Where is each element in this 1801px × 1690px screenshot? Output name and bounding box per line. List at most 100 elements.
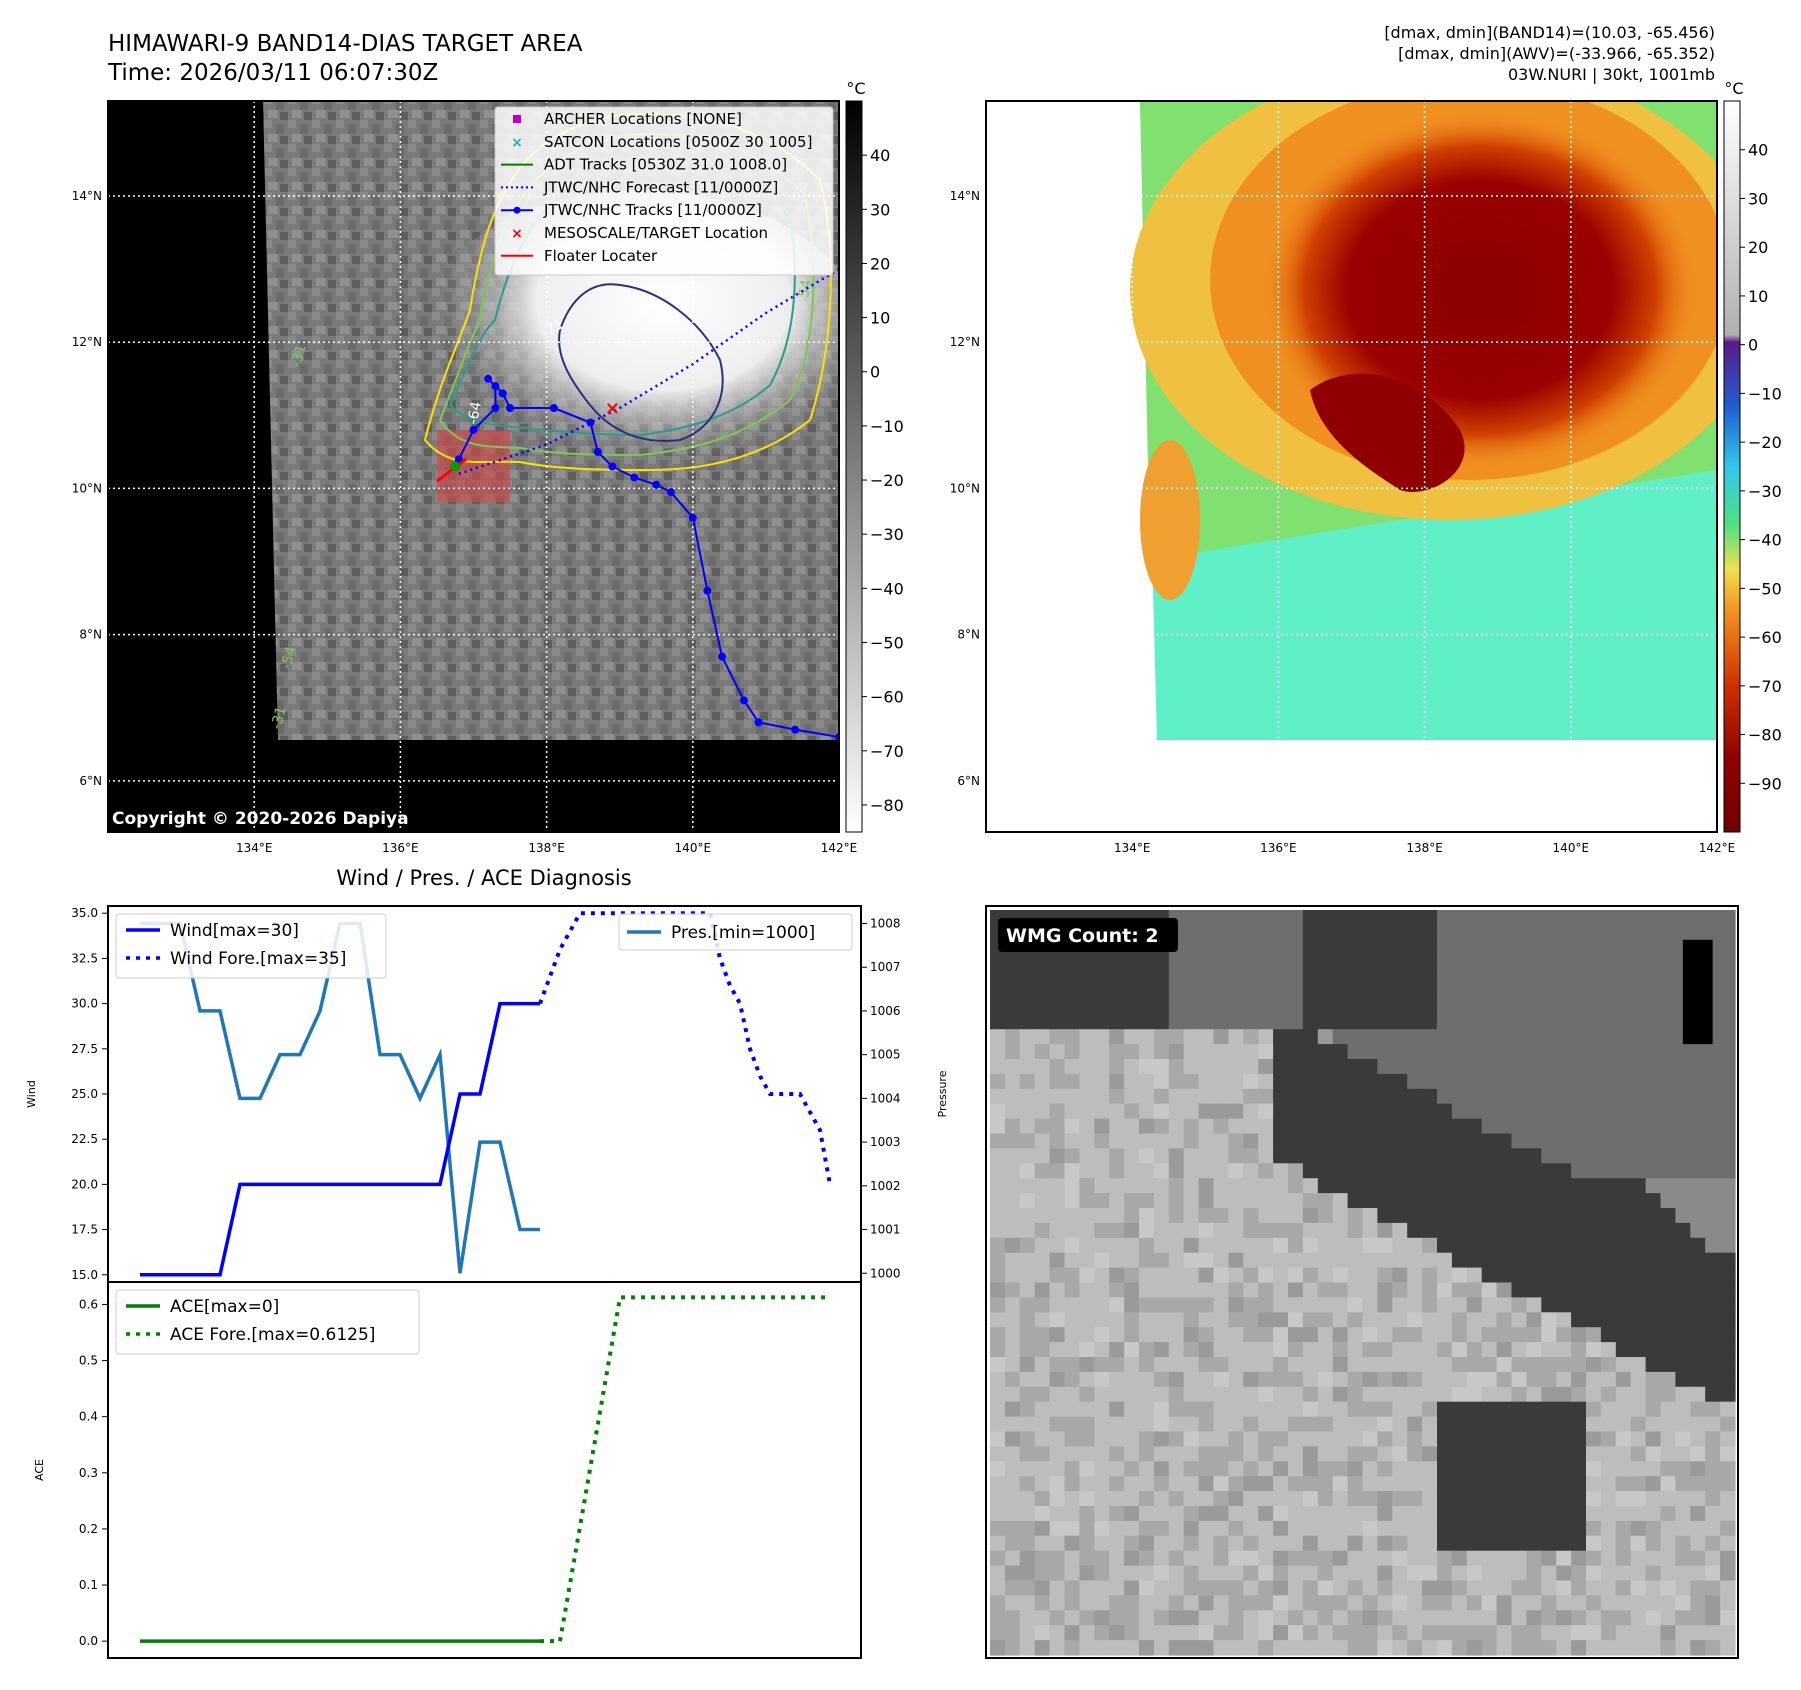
track-point bbox=[484, 374, 493, 383]
wmg-pixel bbox=[1571, 1297, 1587, 1313]
awv-colorbar-unit: °C bbox=[1724, 79, 1743, 98]
pressure-ytick-label: 1002 bbox=[870, 1179, 901, 1193]
wmg-pixel bbox=[1004, 1565, 1021, 1582]
wmg-pixel bbox=[1079, 1014, 1095, 1030]
wmg-pixel bbox=[1168, 1178, 1185, 1194]
wmg-pixel bbox=[1049, 1282, 1066, 1298]
wmg-pixel bbox=[1034, 1461, 1051, 1477]
wmg-pixel bbox=[1407, 1506, 1423, 1522]
wmg-pixel bbox=[1407, 1044, 1423, 1060]
wmg-pixel bbox=[1630, 1029, 1647, 1045]
wmg-pixel bbox=[1124, 1342, 1140, 1358]
info-line3: 03W.NURI | 30kt, 1001mb bbox=[1508, 65, 1715, 84]
wmg-pixel bbox=[1586, 1386, 1602, 1403]
wmg-pixel bbox=[1377, 969, 1393, 986]
wmg-pixel bbox=[1437, 1431, 1453, 1447]
wmg-pixel bbox=[1288, 1625, 1304, 1641]
wmg-pixel bbox=[1690, 1282, 1706, 1298]
ir-axis-labels: 134°E 136°E 138°E 140°E 142°E14°N12°N10°N8°N… bbox=[72, 189, 858, 855]
wmg-pixel bbox=[1168, 954, 1185, 971]
wmg-pixel bbox=[1496, 1550, 1513, 1567]
wmg-pixel bbox=[1451, 1342, 1468, 1358]
wmg-pixel bbox=[1198, 1342, 1215, 1358]
awv-cbar-label: 30 bbox=[1748, 189, 1768, 208]
wmg-pixel bbox=[1317, 1327, 1334, 1343]
wmg-pixel bbox=[1690, 1312, 1706, 1328]
wmg-pixel bbox=[990, 1595, 1006, 1611]
wmg-pixel bbox=[1705, 1252, 1721, 1269]
wmg-pixel bbox=[1541, 1461, 1557, 1477]
wmg-pixel bbox=[1288, 969, 1304, 986]
wmg-pixel bbox=[990, 1610, 1006, 1626]
wmg-pixel bbox=[1124, 1371, 1140, 1388]
wmg-pixel bbox=[1258, 1014, 1274, 1030]
wmg-pixel bbox=[1139, 1148, 1155, 1164]
wmg-pixel bbox=[1437, 1371, 1453, 1388]
wmg-pixel bbox=[1139, 1625, 1155, 1641]
wmg-pixel bbox=[1124, 999, 1140, 1015]
wmg-pixel bbox=[1466, 1327, 1483, 1343]
wmg-pixel bbox=[1019, 1461, 1036, 1477]
wmg-pixel bbox=[1496, 1029, 1513, 1045]
wmg-pixel bbox=[1496, 1178, 1513, 1194]
wmg-pixel bbox=[1347, 1640, 1364, 1656]
wmg-pixel bbox=[1079, 1252, 1095, 1269]
wmg-pixel bbox=[1258, 939, 1274, 956]
wmg-pixel bbox=[1183, 1133, 1200, 1149]
wmg-pixel bbox=[1615, 1133, 1632, 1149]
wmg-pixel bbox=[1049, 1059, 1066, 1075]
wmg-pixel bbox=[1258, 969, 1274, 986]
wmg-pixel bbox=[1153, 1237, 1170, 1254]
wmg-pixel bbox=[1407, 1491, 1423, 1507]
wmg-pixel bbox=[1332, 1237, 1349, 1254]
wmg-pixel bbox=[1139, 1416, 1155, 1433]
wmg-pixel bbox=[1228, 1222, 1244, 1239]
wmg-pixel bbox=[1124, 1401, 1140, 1418]
wmg-pixel bbox=[1437, 1044, 1453, 1060]
wmg-pixel bbox=[1377, 1044, 1393, 1060]
wmg-pixel bbox=[1124, 1073, 1140, 1090]
wmg-pixel bbox=[1243, 1088, 1259, 1105]
awv-lon-tick: 134°E bbox=[1114, 841, 1151, 855]
wmg-pixel bbox=[1347, 1357, 1364, 1373]
wmg-pixel bbox=[1124, 1610, 1140, 1626]
wmg-pixel bbox=[1258, 910, 1274, 926]
wmg-pixel bbox=[1556, 1118, 1572, 1135]
wmg-pixel bbox=[1198, 1550, 1215, 1567]
wmg-pixel bbox=[1153, 1267, 1170, 1284]
wmg-pixel bbox=[1243, 1476, 1259, 1492]
wmg-pixel bbox=[1392, 1118, 1408, 1135]
wmg-pixel bbox=[1288, 1386, 1304, 1403]
wmg-pixel bbox=[1600, 1237, 1617, 1254]
wmg-pixel bbox=[1556, 1282, 1572, 1298]
wmg-pixel bbox=[1124, 1357, 1140, 1373]
wmg-pixel bbox=[1198, 1565, 1215, 1582]
wmg-pixel bbox=[1347, 1461, 1364, 1477]
wmg-pixel bbox=[1586, 1059, 1602, 1075]
wmg-pixel bbox=[1705, 1416, 1721, 1433]
wmg-pixel bbox=[1511, 1029, 1527, 1045]
wmg-pixel bbox=[990, 969, 1006, 986]
wmg-pixel bbox=[1526, 1416, 1542, 1433]
wmg-pixel bbox=[1109, 1014, 1125, 1030]
wmg-pixel bbox=[1377, 1237, 1393, 1254]
wmg-pixel bbox=[1451, 1550, 1468, 1567]
wmg-pixel bbox=[1243, 1357, 1259, 1373]
wmg-pixel bbox=[1645, 1327, 1662, 1343]
wmg-pixel bbox=[1705, 1148, 1721, 1164]
wmg-pixel bbox=[1645, 1357, 1662, 1373]
wmg-pixel bbox=[1317, 1282, 1334, 1298]
wmg-pixel bbox=[1243, 924, 1259, 941]
wmg-pixel bbox=[1541, 1029, 1557, 1045]
wmg-pixel bbox=[1168, 1059, 1185, 1075]
wmg-pixel bbox=[1645, 1416, 1662, 1433]
wmg-pixel bbox=[1586, 1416, 1602, 1433]
wmg-pixel bbox=[1496, 1252, 1513, 1269]
wmg-pixel bbox=[1451, 1178, 1468, 1194]
wmg-pixel bbox=[1153, 1446, 1170, 1462]
wmg-pixel bbox=[1720, 1014, 1736, 1030]
wmg-pixel bbox=[1302, 1148, 1319, 1164]
wmg-pixel bbox=[1556, 1506, 1572, 1522]
ir-lon-tick: 142°E bbox=[821, 841, 858, 855]
wmg-pixel bbox=[1124, 1506, 1140, 1522]
